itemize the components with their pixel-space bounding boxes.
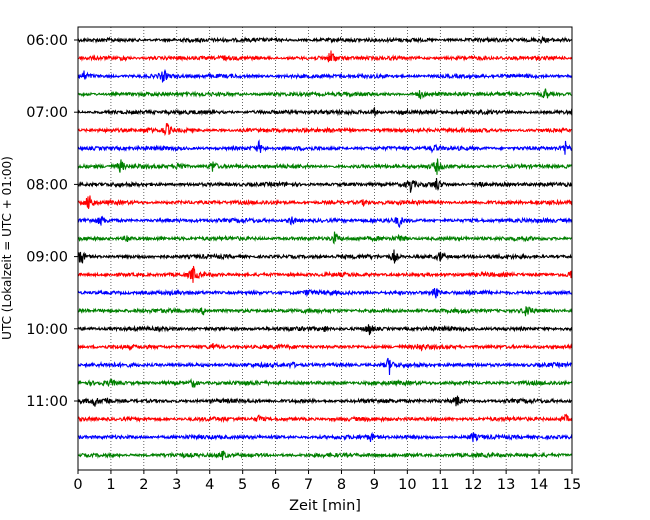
seismogram-trace xyxy=(77,413,573,424)
x-tick-label: 0 xyxy=(73,477,82,493)
x-tick-label: 8 xyxy=(337,477,346,493)
x-tick-label: 15 xyxy=(563,477,581,493)
seismogram-trace xyxy=(77,357,573,376)
seismogram-trace xyxy=(77,378,573,388)
x-tick-label: 9 xyxy=(370,477,379,493)
x-tick-label: 1 xyxy=(106,477,115,493)
seismogram-trace xyxy=(78,306,573,317)
seismogram-trace xyxy=(77,88,573,100)
seismogram-trace xyxy=(77,139,573,155)
seismogram-trace xyxy=(77,450,573,461)
plot-frame xyxy=(77,26,573,471)
y-tick-label: 06:00 xyxy=(26,33,68,49)
x-tick-label: 4 xyxy=(205,477,214,493)
y-tick-label: 09:00 xyxy=(26,250,68,266)
y-tick-label: 11:00 xyxy=(26,394,68,410)
seismogram-trace xyxy=(77,265,573,283)
x-tick-label: 2 xyxy=(139,477,148,493)
seismogram-trace xyxy=(77,195,573,210)
x-tick-label: 12 xyxy=(464,477,482,493)
y-tick-label: 10:00 xyxy=(26,322,68,338)
seismogram-trace xyxy=(77,35,573,45)
seismogram-trace xyxy=(77,215,573,229)
x-tick-label: 11 xyxy=(431,477,449,493)
seismogram-trace xyxy=(77,177,573,193)
seismogram-trace xyxy=(77,287,573,299)
x-tick-label: 7 xyxy=(304,477,313,493)
x-tick-label: 3 xyxy=(172,477,181,493)
x-axis-ticks: 0 1 2 3 4 5 6 7 8 9 10 11 12 13 14 15 xyxy=(73,470,581,493)
seismogram-trace xyxy=(77,50,573,63)
seismogram-trace xyxy=(77,123,573,137)
seismogram-trace xyxy=(77,231,573,245)
seismogram-trace xyxy=(77,249,573,264)
y-axis-label: UTC (Lokalzeit = UTC + 01:00) xyxy=(0,156,14,340)
seismogram-trace xyxy=(77,431,573,443)
y-tick-label: 07:00 xyxy=(26,105,68,121)
y-tick-label: 08:00 xyxy=(26,177,68,193)
seismogram-trace xyxy=(77,343,573,352)
vertical-grid-lines xyxy=(110,27,540,470)
x-tick-label: 10 xyxy=(398,477,416,493)
seismogram-trace xyxy=(77,106,573,117)
seismogram-trace xyxy=(77,395,573,407)
x-tick-label: 14 xyxy=(530,477,548,493)
y-axis-ticks: 06:00 07:00 08:00 09:00 10:00 11:00 xyxy=(26,33,78,410)
seismogram-traces xyxy=(77,35,573,461)
x-tick-label: 5 xyxy=(238,477,247,493)
seismogram-trace xyxy=(77,158,573,175)
x-tick-label: 6 xyxy=(271,477,280,493)
x-axis-label: Zeit [min] xyxy=(289,498,361,514)
seismogram-trace xyxy=(77,324,573,336)
seismogram-trace xyxy=(77,68,573,83)
x-tick-label: 13 xyxy=(497,477,515,493)
